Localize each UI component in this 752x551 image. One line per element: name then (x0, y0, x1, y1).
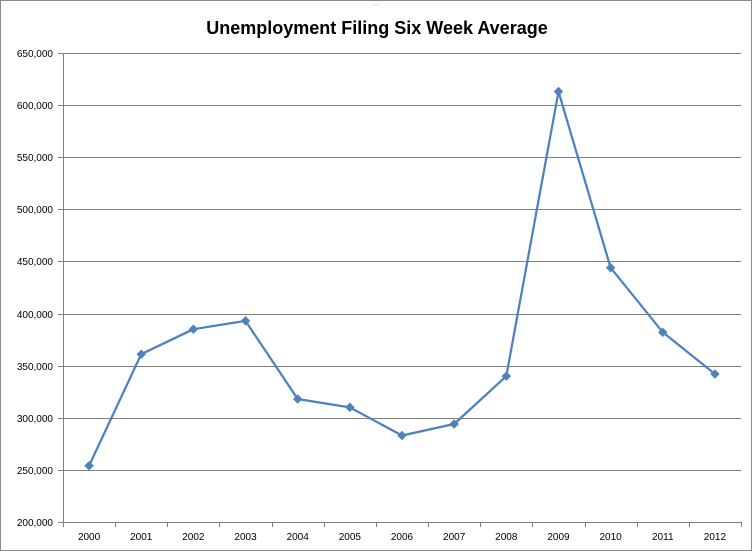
axes (63, 53, 742, 527)
x-tick-label: 2002 (182, 532, 205, 543)
x-tick-label: 2010 (599, 532, 622, 543)
y-tick-label: 400,000 (17, 310, 54, 321)
series-line (88, 90, 716, 467)
data-point-marker (188, 324, 199, 335)
y-tick-label: 200,000 (17, 518, 54, 529)
chart-title: Unemployment Filing Six Week Average (206, 18, 547, 38)
x-tick-label: 2001 (130, 532, 153, 543)
x-tick-label: 2009 (547, 532, 570, 543)
data-point-marker (501, 371, 512, 381)
x-tick-label: 2005 (339, 532, 362, 543)
resize-handle-icon[interactable]: ···· (371, 1, 381, 10)
data-point-marker (136, 349, 147, 360)
data-point-marker (657, 327, 668, 338)
x-tick-label: 2012 (704, 532, 727, 543)
gridlines (58, 53, 741, 523)
y-axis-tick-labels: 200,000 250,000 300,000 350,000 400,000 450,0… (17, 49, 54, 529)
y-tick-label: 550,000 (17, 153, 54, 164)
data-point-marker (710, 369, 720, 379)
data-point-marker (240, 315, 251, 326)
data-series (84, 86, 720, 471)
y-tick-label: 300,000 (17, 414, 54, 425)
x-tick-label: 2011 (652, 532, 674, 543)
data-point-marker (84, 460, 94, 471)
y-tick-label: 650,000 (17, 49, 54, 60)
data-point-marker (449, 419, 460, 429)
data-point-marker (292, 394, 303, 404)
x-tick-label: 2000 (78, 532, 101, 543)
x-tick-label: 2008 (495, 532, 518, 543)
x-tick-label: 2006 (391, 532, 414, 543)
data-point-marker (605, 262, 616, 273)
data-point-marker (344, 402, 355, 413)
y-tick-label: 350,000 (17, 362, 54, 373)
y-tick-label: 250,000 (17, 466, 54, 477)
x-axis-tick-labels: 2000 2001 2002 2003 2004 2005 2006 2007 2008 2009… (78, 532, 727, 543)
x-tick-label: 2007 (443, 532, 466, 543)
data-point-marker (553, 86, 564, 97)
y-tick-label: 600,000 (17, 101, 54, 112)
y-tick-label: 500,000 (17, 205, 54, 216)
data-point-marker (397, 430, 407, 441)
x-tick-label: 2004 (287, 532, 310, 543)
y-tick-label: 450,000 (17, 257, 54, 268)
x-tick-label: 2003 (234, 532, 257, 543)
